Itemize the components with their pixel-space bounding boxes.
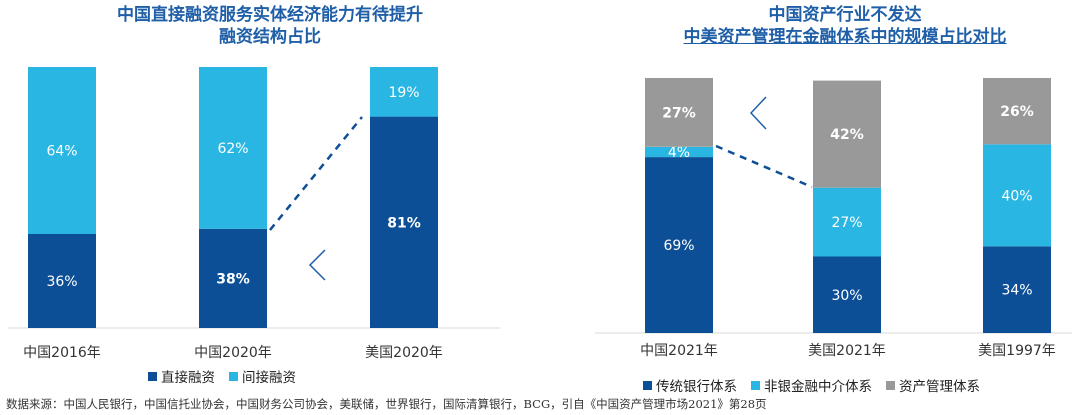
right-bar-segment: [645, 157, 713, 333]
left-legend: 直接融资 间接融资: [148, 366, 310, 386]
left-bar-segment: [28, 234, 96, 328]
right-bar-segment: [645, 146, 713, 158]
right-data-label: 30%: [831, 288, 862, 304]
source-note: 数据来源：中国人民银行，中国信托业协会，中国财务公司协会，美联储，世界银行，国际…: [6, 397, 767, 411]
left-data-label: 62%: [217, 141, 248, 157]
right-data-label: 69%: [663, 238, 694, 254]
right-data-label: 42%: [830, 127, 864, 143]
right-bar-segment: [813, 256, 881, 333]
left-bar-segment: [199, 228, 267, 328]
right-data-label: 4%: [668, 145, 690, 161]
right-bar-segment: [983, 246, 1051, 333]
right-bar-segment: [813, 80, 881, 188]
right-category-label: 美国2021年: [808, 343, 886, 359]
left-bar-segment: [28, 67, 96, 234]
right-chevron-icon: [749, 96, 767, 130]
left-bar-segment: [199, 67, 267, 229]
legend-swatch-nonbank: [751, 380, 760, 390]
right-bar-segment: [983, 144, 1051, 247]
right-category-label: 美国1997年: [978, 343, 1056, 359]
left-title-line2: 融资结构占比: [219, 27, 321, 47]
left-category-label: 中国2016年: [23, 345, 101, 361]
right-chart-title: 中国资产行业不发达 中美资产管理在金融体系中的规模占比对比: [630, 4, 1060, 48]
left-category-label: 美国2020年: [365, 345, 443, 361]
bars-layer: 36% 64% 中国2016年 38% 62% 中国2020年 81% 19% 美国2020年 6…: [23, 67, 1056, 361]
right-data-label: 26%: [1000, 104, 1034, 120]
left-data-label: 64%: [46, 144, 77, 160]
right-title-line1: 中国资产行业不发达: [768, 5, 922, 25]
right-data-label: 34%: [1001, 283, 1032, 299]
left-bar-segment: [370, 67, 438, 117]
right-bar-segment: [813, 187, 881, 257]
legend-label-asset-mgmt: 资产管理体系: [899, 379, 980, 395]
left-category-label: 中国2020年: [194, 345, 272, 361]
legend-item-asset-mgmt: 资产管理体系: [886, 375, 980, 395]
legend-item-direct: 直接融资: [148, 366, 215, 386]
left-dashed-connector: [269, 116, 363, 231]
right-bar-segment: [983, 78, 1051, 145]
legend-item-bank: 传统银行体系: [643, 375, 737, 395]
right-title-line2: 中美资产管理在金融体系中的规模占比对比: [683, 27, 1007, 47]
left-chevron-icon: [308, 249, 326, 281]
legend-swatch-direct: [148, 371, 157, 381]
left-data-label: 38%: [216, 271, 250, 287]
right-data-label: 27%: [831, 215, 862, 231]
right-data-label: 27%: [662, 105, 696, 121]
left-title-line1: 中国直接融资服务实体经济能力有待提升: [117, 5, 423, 25]
left-data-label: 81%: [387, 215, 421, 231]
legend-swatch-bank: [643, 380, 652, 390]
left-data-label: 19%: [388, 85, 419, 101]
right-dashed-connector: [715, 144, 813, 189]
legend-item-indirect: 间接融资: [229, 366, 296, 386]
legend-label-bank: 传统银行体系: [656, 379, 737, 395]
right-bar-segment: [645, 78, 713, 147]
legend-label-indirect: 间接融资: [242, 370, 296, 386]
legend-swatch-indirect: [229, 371, 238, 381]
right-data-label: 40%: [1001, 188, 1032, 204]
legend-label-nonbank: 非银金融中介体系: [764, 379, 872, 395]
right-legend: 传统银行体系 非银金融中介体系 资产管理体系: [643, 375, 994, 395]
right-category-label: 中国2021年: [640, 343, 718, 359]
legend-item-nonbank: 非银金融中介体系: [751, 375, 872, 395]
left-data-label: 36%: [46, 274, 77, 290]
legend-swatch-asset-mgmt: [886, 380, 895, 390]
legend-label-direct: 直接融资: [161, 370, 215, 386]
left-bar-segment: [370, 116, 438, 328]
left-chart-title: 中国直接融资服务实体经济能力有待提升 融资结构占比: [40, 4, 500, 48]
